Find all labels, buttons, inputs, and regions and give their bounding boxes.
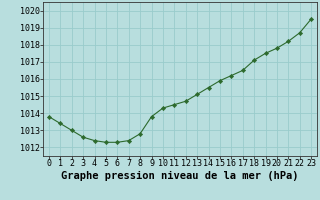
X-axis label: Graphe pression niveau de la mer (hPa): Graphe pression niveau de la mer (hPa) (61, 171, 299, 181)
